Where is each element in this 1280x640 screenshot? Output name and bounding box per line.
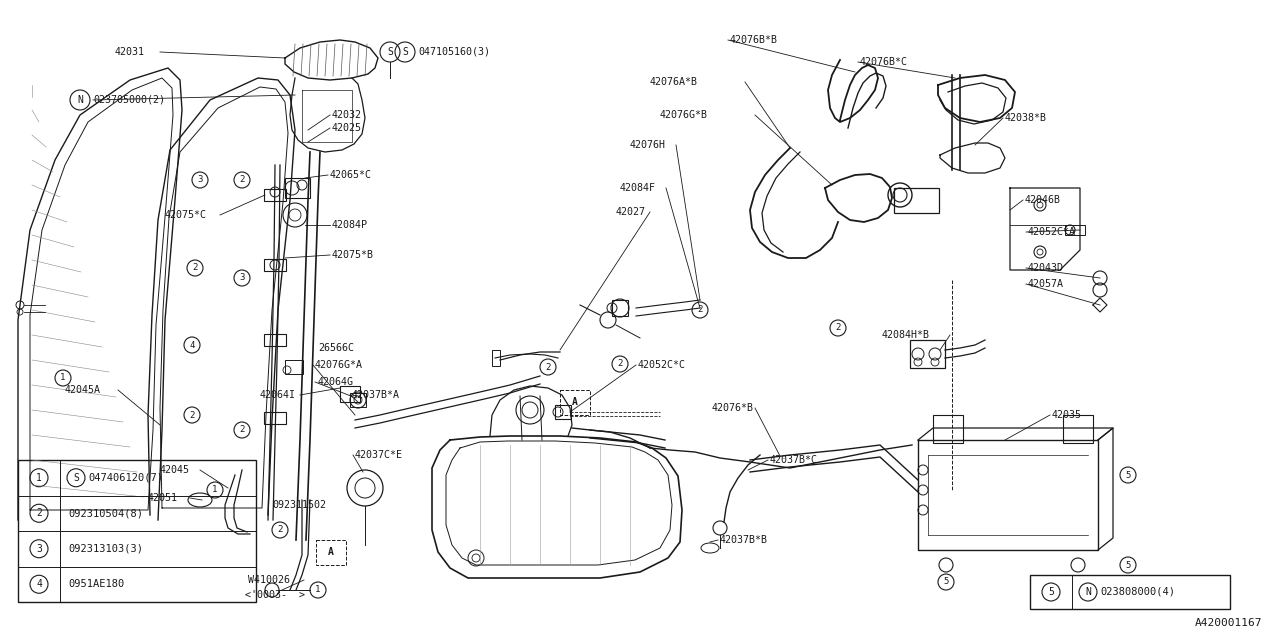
Text: 047105160(3): 047105160(3) xyxy=(419,47,490,57)
Bar xyxy=(492,350,500,366)
Text: 2: 2 xyxy=(192,264,197,273)
Bar xyxy=(893,188,940,213)
Text: 3: 3 xyxy=(197,175,202,184)
Text: 42076G*B: 42076G*B xyxy=(660,110,708,120)
Text: 2: 2 xyxy=(278,525,283,534)
Text: 023705000(2): 023705000(2) xyxy=(93,95,165,105)
Text: N: N xyxy=(1085,587,1091,597)
Text: S: S xyxy=(387,47,393,57)
Text: 0951AE180: 0951AE180 xyxy=(68,579,124,589)
Bar xyxy=(910,340,945,368)
Bar xyxy=(264,189,285,201)
Text: 42032: 42032 xyxy=(332,110,362,120)
Bar xyxy=(349,393,366,407)
Text: 42076B*B: 42076B*B xyxy=(730,35,778,45)
Text: 3: 3 xyxy=(239,273,244,282)
Text: A: A xyxy=(328,547,334,557)
Text: S: S xyxy=(402,47,408,57)
Text: 42064I: 42064I xyxy=(260,390,296,400)
Bar xyxy=(285,360,303,374)
Text: 2: 2 xyxy=(617,360,622,369)
Text: 092311502: 092311502 xyxy=(273,500,326,510)
Text: 3: 3 xyxy=(36,544,42,554)
Text: 42076A*B: 42076A*B xyxy=(650,77,698,87)
Text: 42031: 42031 xyxy=(115,47,145,57)
Text: 2: 2 xyxy=(189,410,195,419)
Text: 5: 5 xyxy=(943,577,948,586)
Text: 42043D: 42043D xyxy=(1028,263,1064,273)
Text: 2: 2 xyxy=(239,175,244,184)
Text: 42035: 42035 xyxy=(1052,410,1082,420)
Text: N: N xyxy=(77,95,83,105)
Text: 5: 5 xyxy=(1048,587,1053,597)
Bar xyxy=(285,178,310,198)
Text: 42037B*C: 42037B*C xyxy=(771,455,818,465)
Bar xyxy=(561,390,590,415)
Text: 42075*B: 42075*B xyxy=(332,250,374,260)
Text: 2: 2 xyxy=(698,305,703,314)
Text: 42037C*E: 42037C*E xyxy=(355,450,403,460)
Text: 2: 2 xyxy=(36,508,42,518)
Bar xyxy=(933,415,963,443)
Text: 42084H*B: 42084H*B xyxy=(882,330,931,340)
Text: 42045A: 42045A xyxy=(65,385,101,395)
Text: 1: 1 xyxy=(60,374,65,383)
Text: 047406120(7): 047406120(7) xyxy=(88,473,163,483)
Text: 1: 1 xyxy=(212,486,218,495)
Text: <'0003-  >: <'0003- > xyxy=(244,590,305,600)
Text: 2: 2 xyxy=(239,426,244,435)
Text: 42084F: 42084F xyxy=(620,183,657,193)
Text: 42076H: 42076H xyxy=(630,140,666,150)
Text: S: S xyxy=(73,473,79,483)
Text: 42037B*A: 42037B*A xyxy=(352,390,399,400)
Text: 4: 4 xyxy=(189,340,195,349)
Text: 4: 4 xyxy=(36,579,42,589)
Text: 2: 2 xyxy=(545,362,550,371)
Text: 42052C*A: 42052C*A xyxy=(1028,227,1076,237)
Bar xyxy=(612,300,628,316)
Text: A: A xyxy=(572,397,579,407)
Text: 42027: 42027 xyxy=(616,207,646,217)
Text: 092310504(8): 092310504(8) xyxy=(68,508,143,518)
Bar xyxy=(340,386,360,402)
Text: 42076B*C: 42076B*C xyxy=(860,57,908,67)
Text: W410026: W410026 xyxy=(248,575,291,585)
Text: 42065*C: 42065*C xyxy=(330,170,372,180)
Text: 092313103(3): 092313103(3) xyxy=(68,544,143,554)
Text: 42051: 42051 xyxy=(148,493,178,503)
Bar xyxy=(264,412,285,424)
Bar xyxy=(18,460,256,602)
Bar xyxy=(316,540,346,565)
Text: 42076*B: 42076*B xyxy=(712,403,754,413)
Text: 42037B*B: 42037B*B xyxy=(719,535,768,545)
Text: 26566C: 26566C xyxy=(317,343,355,353)
Text: 5: 5 xyxy=(1125,470,1130,479)
Text: 42075*C: 42075*C xyxy=(165,210,207,220)
Bar xyxy=(556,405,571,419)
Text: 42046B: 42046B xyxy=(1025,195,1061,205)
Text: 42052C*C: 42052C*C xyxy=(637,360,686,370)
Text: 2: 2 xyxy=(836,323,841,333)
Text: 42057A: 42057A xyxy=(1028,279,1064,289)
Text: 023808000(4): 023808000(4) xyxy=(1100,587,1175,597)
Bar xyxy=(1030,575,1230,609)
Text: 1: 1 xyxy=(315,586,321,595)
Text: 42038*B: 42038*B xyxy=(1005,113,1047,123)
Text: 42045: 42045 xyxy=(160,465,189,475)
Text: 42025: 42025 xyxy=(332,123,362,133)
Text: 42064G: 42064G xyxy=(317,377,355,387)
Bar xyxy=(1065,225,1085,235)
Bar xyxy=(1062,415,1093,443)
Text: A420001167: A420001167 xyxy=(1194,618,1262,628)
Text: 42076G*A: 42076G*A xyxy=(315,360,364,370)
Text: 1: 1 xyxy=(36,473,42,483)
Text: 42084P: 42084P xyxy=(332,220,369,230)
Bar xyxy=(264,259,285,271)
Text: 5: 5 xyxy=(1125,561,1130,570)
Bar xyxy=(264,334,285,346)
